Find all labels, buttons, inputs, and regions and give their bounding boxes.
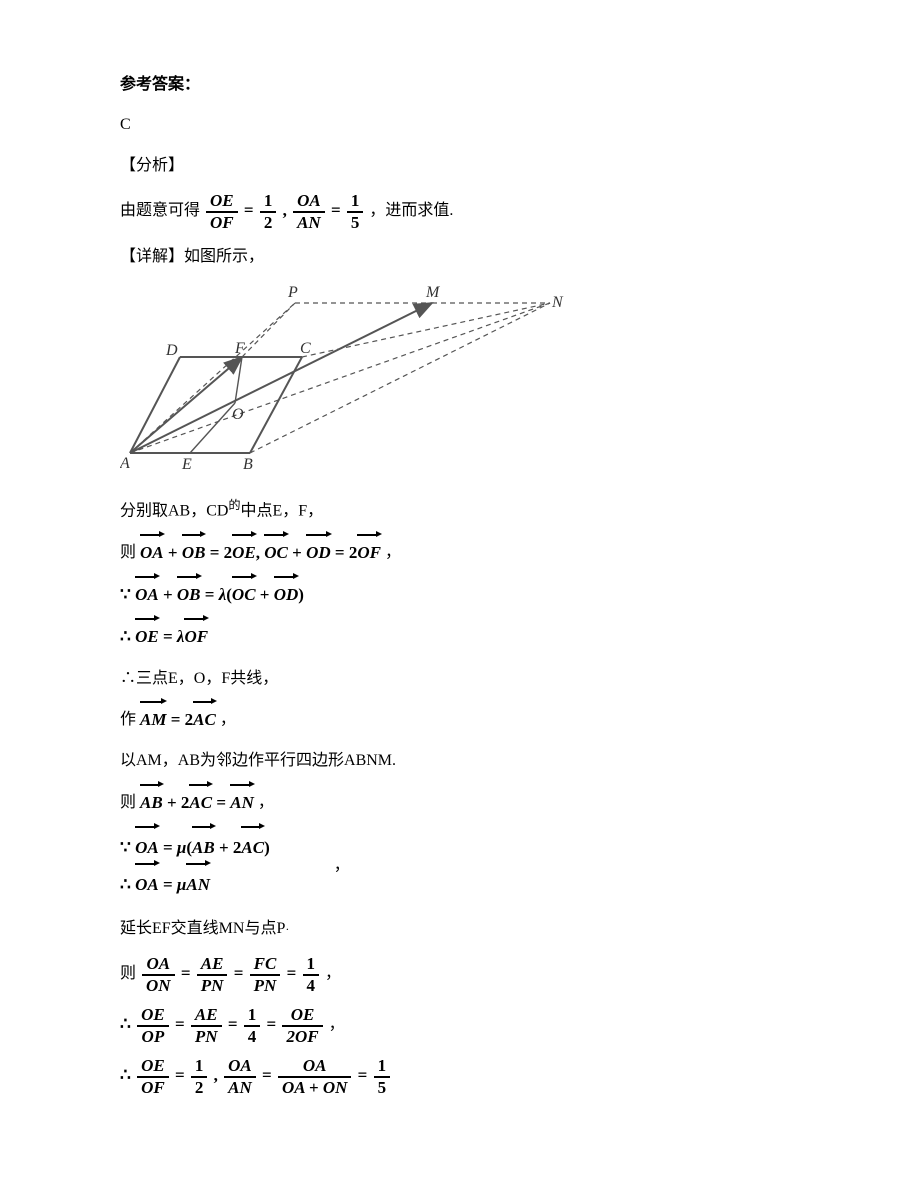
svg-text:M: M xyxy=(425,284,441,301)
eq-frac-row-3: ∴ OEOF = 12 , OAAN = OAOA + ON = 15 xyxy=(120,1056,800,1097)
svg-text:F: F xyxy=(234,340,245,357)
text-segment: ， xyxy=(325,965,341,982)
text-segment: 分别取AB，CD xyxy=(120,502,228,519)
eq-line-3: ∴ OE = λOF xyxy=(120,621,800,653)
svg-text:E: E xyxy=(181,456,192,473)
detail-label-line: 【详解】如图所示， xyxy=(120,242,800,272)
svg-text:B: B xyxy=(243,456,253,473)
answer-letter: C xyxy=(120,110,800,140)
text-segment: 作 xyxy=(120,711,136,728)
text-segment: ， xyxy=(329,1017,345,1034)
analysis-line: 由题意可得 OEOF = 12 , OAAN = 15 ，进而求值. xyxy=(120,191,800,232)
geometry-diagram: A E B O D F C P M N xyxy=(120,283,800,484)
eq-line-2: ∵ OA + OB = λ(OC + OD) xyxy=(120,579,800,611)
text-segment: ， xyxy=(258,794,274,811)
analysis-label: 【分析】 xyxy=(120,151,800,181)
detail-tail: 如图所示， xyxy=(184,248,264,265)
text-segment: 则 xyxy=(120,965,136,982)
text-segment: 延长EF交直线MN与点P xyxy=(120,920,285,937)
text-segment: 中点E，F， xyxy=(240,502,323,519)
svg-text:N: N xyxy=(551,294,564,311)
reference-answer-title: 参考答案： xyxy=(120,70,800,100)
line-midpoints: 分别取AB，CD的中点E，F， xyxy=(120,494,800,527)
svg-text:O: O xyxy=(232,406,244,423)
line-collinear: ∴三点E，O，F共线， xyxy=(120,664,800,694)
detail-label: 【详解】 xyxy=(120,248,184,265)
svg-text:A: A xyxy=(120,455,130,472)
line-extend: 延长EF交直线MN与点P· xyxy=(120,914,800,944)
eq-line-1: 则 OA + OB = 2OE, OC + OD = 2OF ， xyxy=(120,537,800,569)
line-parallelogram: 以AM，AB为邻边作平行四边形ABNM. xyxy=(120,746,800,776)
text-segment: 由题意可得 xyxy=(120,202,200,219)
text-segment: ， xyxy=(385,544,401,561)
eq-line-5: 则 AB + 2AC = AN ， xyxy=(120,787,800,819)
text-segment: 的 xyxy=(228,498,240,512)
text-segment: ，进而求值. xyxy=(369,202,453,219)
svg-text:C: C xyxy=(300,340,311,357)
svg-text:D: D xyxy=(165,342,178,359)
eq-frac-row-1: 则 OAON = AEPN = FCPN = 14 ， xyxy=(120,954,800,995)
eq-line-6: ∵ OA = μ(AB + 2AC) ∴ OA = μAN ， xyxy=(120,829,800,904)
eq-frac-row-2: ∴ OEOP = AEPN = 14 = OE2OF ， xyxy=(120,1005,800,1046)
text-segment: 则 xyxy=(120,544,136,561)
eq-line-4: 作 AM = 2AC ， xyxy=(120,704,800,736)
text-segment: ， xyxy=(220,711,236,728)
text-segment: ， xyxy=(334,857,350,874)
svg-text:P: P xyxy=(287,284,298,301)
text-segment: 则 xyxy=(120,794,136,811)
